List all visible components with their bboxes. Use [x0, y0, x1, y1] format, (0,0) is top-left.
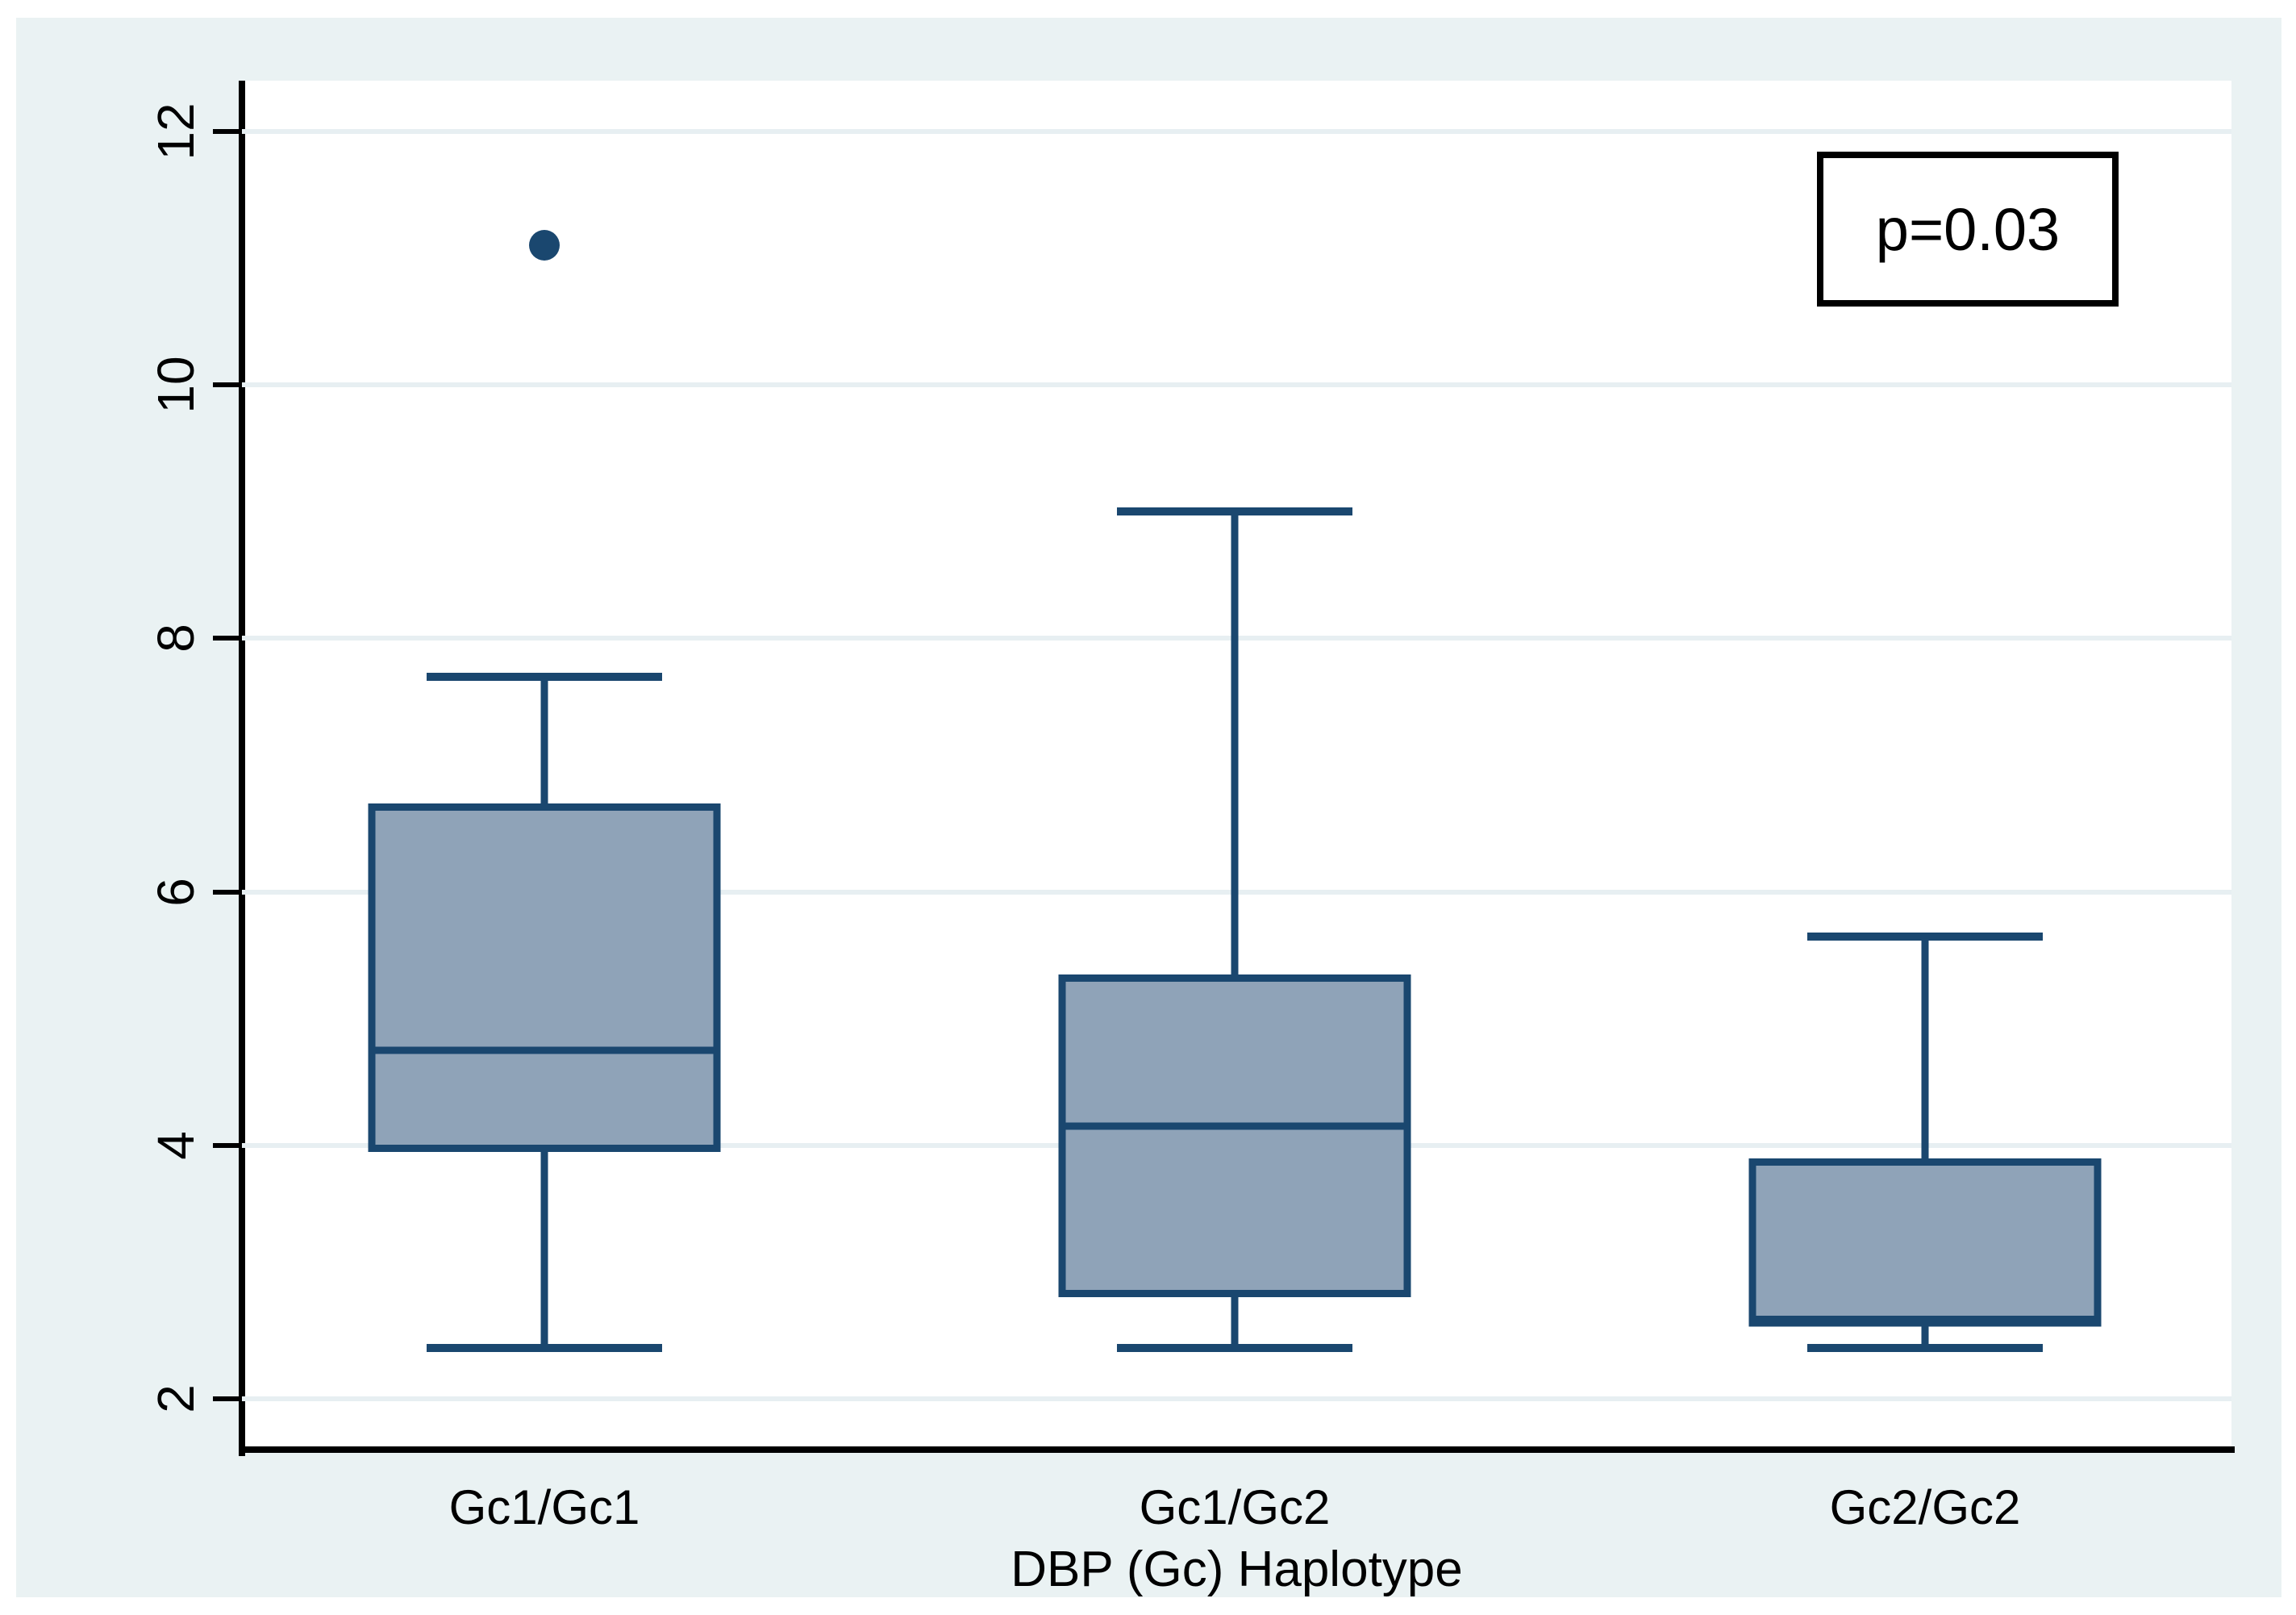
whisker-lower-cap — [1807, 1344, 2043, 1353]
whisker-upper-stem — [540, 676, 548, 803]
y-tick-label: 2 — [147, 1384, 205, 1413]
y-tick-mark — [213, 382, 239, 388]
y-gridline — [242, 382, 2231, 388]
whisker-upper-cap — [427, 672, 662, 681]
x-category-label: Gc1/Gc1 — [448, 1480, 640, 1534]
y-tick-mark — [213, 1396, 239, 1402]
x-category-label: Gc1/Gc2 — [1139, 1480, 1331, 1534]
y-tick-label: 6 — [147, 877, 205, 907]
y-tick-mark — [213, 889, 239, 895]
whisker-lower-cap — [427, 1344, 662, 1353]
chart-panel: p=0.03 DBP (Gc) Haplotype 2 4 6 8 10 12 Gc1/Gc… — [16, 18, 2281, 1597]
x-axis-line — [239, 1446, 2235, 1453]
median-line — [368, 1046, 721, 1054]
whisker-upper-cap — [1807, 932, 2043, 941]
p-value-label: p=0.03 — [1875, 195, 2061, 263]
whisker-upper-cap — [1117, 507, 1352, 516]
median-line — [1748, 1319, 2102, 1327]
x-axis-title: DBP (Gc) Haplotype — [1010, 1542, 1463, 1597]
whisker-lower-stem — [1231, 1297, 1239, 1349]
y-tick-mark — [213, 128, 239, 134]
whisker-upper-stem — [1921, 936, 1929, 1158]
y-tick-label: 8 — [147, 624, 205, 653]
p-value-annotation-box: p=0.03 — [1817, 152, 2119, 307]
y-tick-mark — [213, 636, 239, 641]
median-line — [1058, 1122, 1411, 1130]
x-category-label: Gc2/Gc2 — [1829, 1480, 2021, 1534]
iqr-box — [1058, 974, 1411, 1298]
y-gridline — [242, 128, 2231, 134]
y-tick-label: 4 — [147, 1131, 205, 1160]
y-tick-mark — [213, 1142, 239, 1148]
whisker-lower-cap — [1117, 1344, 1352, 1353]
whisker-upper-stem — [1231, 511, 1239, 974]
y-gridline — [242, 1396, 2231, 1402]
iqr-box — [1748, 1158, 2102, 1323]
outlier-point — [529, 230, 560, 261]
plot-area: p=0.03 DBP (Gc) Haplotype 2 4 6 8 10 12 Gc1/Gc… — [147, 81, 2235, 1595]
iqr-box — [368, 803, 721, 1152]
y-axis-line — [239, 81, 245, 1456]
y-tick-label: 10 — [147, 356, 205, 414]
whisker-lower-stem — [1921, 1322, 1929, 1349]
whisker-lower-stem — [540, 1151, 548, 1349]
y-tick-label: 12 — [147, 102, 205, 161]
